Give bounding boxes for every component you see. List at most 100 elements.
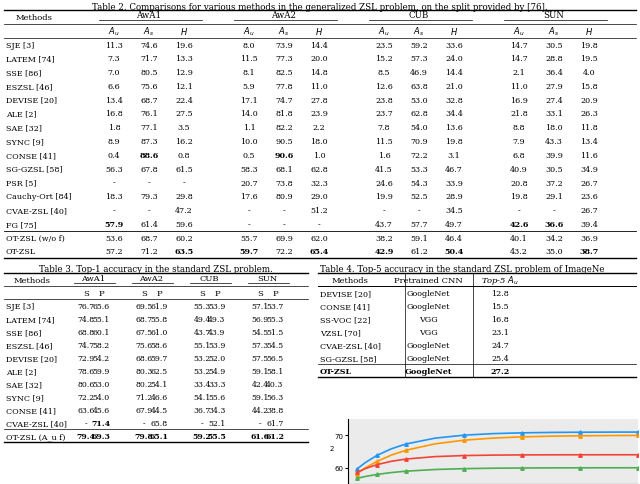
Text: 7.9: 7.9 <box>513 138 525 146</box>
Text: 6.6: 6.6 <box>108 83 120 91</box>
Text: 59.7: 59.7 <box>150 354 168 362</box>
Text: ALE [2]: ALE [2] <box>6 110 36 118</box>
Text: 16.9: 16.9 <box>510 96 528 105</box>
Text: 12.9: 12.9 <box>175 69 193 77</box>
Text: 77.1: 77.1 <box>140 124 158 132</box>
Text: 53.0: 53.0 <box>92 380 109 388</box>
Text: 55.1: 55.1 <box>92 315 109 323</box>
Text: 19.9: 19.9 <box>375 193 393 201</box>
Text: 61.4: 61.4 <box>140 220 158 228</box>
Text: GoogleNet: GoogleNet <box>406 354 450 362</box>
Text: OT-ZSL: OT-ZSL <box>6 248 36 256</box>
Text: CONSE [41]: CONSE [41] <box>320 302 370 310</box>
Text: 62.0: 62.0 <box>310 234 328 242</box>
Text: 5.9: 5.9 <box>243 83 255 91</box>
Text: 62.8: 62.8 <box>310 166 328 173</box>
Text: 10.0: 10.0 <box>240 138 258 146</box>
Text: 16.8: 16.8 <box>105 110 123 118</box>
Text: 20.7: 20.7 <box>240 179 258 187</box>
Text: 81.8: 81.8 <box>275 110 293 118</box>
Text: 18.0: 18.0 <box>310 138 328 146</box>
Text: 34.4: 34.4 <box>445 110 463 118</box>
Text: 3.5: 3.5 <box>178 124 190 132</box>
Text: 69.3: 69.3 <box>92 432 111 440</box>
Text: ESZSL [46]: ESZSL [46] <box>6 341 52 349</box>
Text: 29.0: 29.0 <box>310 193 328 201</box>
Text: 13.4: 13.4 <box>580 138 598 146</box>
Text: 56.3: 56.3 <box>266 393 284 401</box>
Text: 53.7: 53.7 <box>266 302 284 310</box>
Text: 80.9: 80.9 <box>275 193 293 201</box>
Text: 74.6: 74.6 <box>140 42 158 49</box>
Text: GoogleNet: GoogleNet <box>406 341 450 349</box>
Text: SJE [3]: SJE [3] <box>6 42 35 49</box>
Text: 19.8: 19.8 <box>445 138 463 146</box>
Text: 80.3: 80.3 <box>135 367 153 375</box>
Text: 54.0: 54.0 <box>410 124 428 132</box>
Text: $A_u$: $A_u$ <box>513 25 525 38</box>
Text: 15.5: 15.5 <box>491 302 509 310</box>
Text: 36.6: 36.6 <box>545 220 564 228</box>
Text: -: - <box>148 207 150 215</box>
Text: -: - <box>383 207 385 215</box>
Text: 57.2: 57.2 <box>105 248 123 256</box>
Text: 69.5: 69.5 <box>136 302 152 310</box>
Text: 58.6: 58.6 <box>150 341 168 349</box>
Text: 61.2: 61.2 <box>410 248 428 256</box>
Text: 90.5: 90.5 <box>275 138 293 146</box>
Text: 82.5: 82.5 <box>275 69 293 77</box>
Text: $A_s$: $A_s$ <box>143 25 154 38</box>
Text: 61.2: 61.2 <box>266 432 285 440</box>
Text: 58.1: 58.1 <box>266 367 284 375</box>
Text: ESZSL [46]: ESZSL [46] <box>6 83 52 91</box>
Text: 43.9: 43.9 <box>208 328 226 336</box>
Text: 80.2: 80.2 <box>136 380 152 388</box>
Text: 59.1: 59.1 <box>410 234 428 242</box>
Text: 24.0: 24.0 <box>445 55 463 63</box>
Text: 68.8: 68.8 <box>77 328 95 336</box>
Text: -: - <box>143 419 145 427</box>
Text: 70.9: 70.9 <box>410 138 428 146</box>
Text: 33.1: 33.1 <box>545 110 563 118</box>
Text: 14.8: 14.8 <box>310 69 328 77</box>
Text: 74.8: 74.8 <box>77 315 95 323</box>
Text: 60.2: 60.2 <box>175 234 193 242</box>
Text: 57.7: 57.7 <box>410 220 428 228</box>
Text: 59.2: 59.2 <box>410 42 428 49</box>
Text: DEVISE [20]: DEVISE [20] <box>320 289 371 297</box>
Text: 62.5: 62.5 <box>150 367 168 375</box>
Text: 29.8: 29.8 <box>175 193 193 201</box>
Text: 23.9: 23.9 <box>310 110 328 118</box>
Text: 71.2: 71.2 <box>136 393 152 401</box>
Text: 11.0: 11.0 <box>510 83 528 91</box>
Text: SG-GZSL [58]: SG-GZSL [58] <box>320 354 376 362</box>
Text: 26.3: 26.3 <box>580 110 598 118</box>
Text: 40.1: 40.1 <box>510 234 528 242</box>
Text: 6.8: 6.8 <box>513 151 525 160</box>
Text: Top-5 $A_u$: Top-5 $A_u$ <box>481 274 519 287</box>
Text: 53.2: 53.2 <box>193 354 211 362</box>
Text: 27.9: 27.9 <box>545 83 563 91</box>
Text: 82.2: 82.2 <box>275 124 293 132</box>
Text: AwA2: AwA2 <box>139 274 163 282</box>
Text: CVAE-ZSL [40]: CVAE-ZSL [40] <box>320 341 381 349</box>
Text: 20.0: 20.0 <box>310 55 328 63</box>
Text: 71.7: 71.7 <box>140 55 158 63</box>
Text: 12.8: 12.8 <box>491 289 509 297</box>
Text: 53.9: 53.9 <box>208 341 226 349</box>
Text: VGG: VGG <box>419 315 437 323</box>
Text: $A_u$: $A_u$ <box>243 25 255 38</box>
Text: 30.5: 30.5 <box>545 166 563 173</box>
Text: P: P <box>272 289 278 297</box>
Text: DEVISE [20]: DEVISE [20] <box>6 96 57 105</box>
Text: 34.5: 34.5 <box>445 207 463 215</box>
Text: $H$: $H$ <box>315 26 323 37</box>
Text: 27.2: 27.2 <box>490 367 509 375</box>
Text: CUB: CUB <box>199 274 219 282</box>
Text: DEVISE [20]: DEVISE [20] <box>6 354 57 362</box>
Text: 15.8: 15.8 <box>580 83 598 91</box>
Text: 54.9: 54.9 <box>209 367 226 375</box>
Text: 72.9: 72.9 <box>77 354 95 362</box>
Text: 21.0: 21.0 <box>445 83 463 91</box>
Text: 34.3: 34.3 <box>208 406 226 414</box>
